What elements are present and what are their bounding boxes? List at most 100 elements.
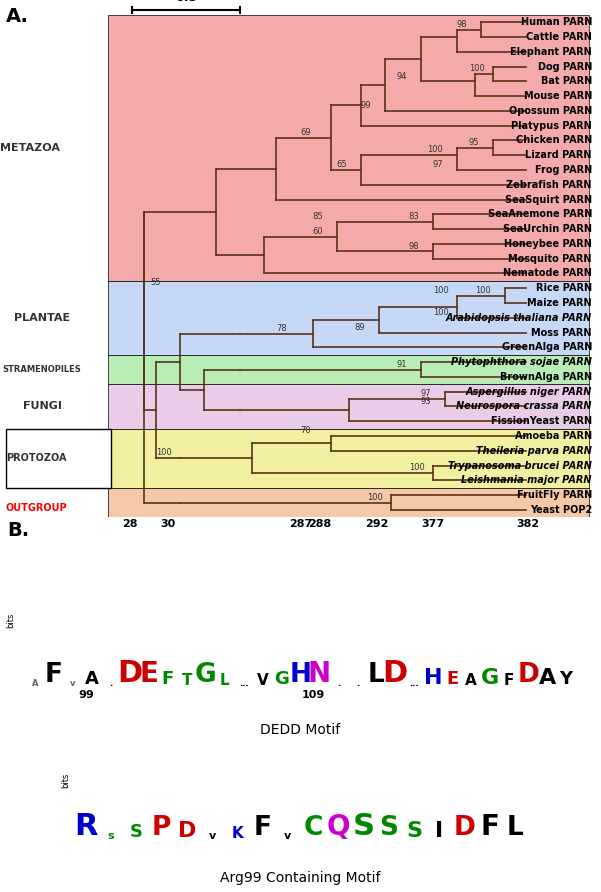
Text: F: F: [45, 662, 63, 689]
Text: Aspergillus niger PARN: Aspergillus niger PARN: [466, 387, 592, 397]
Text: 100: 100: [475, 286, 490, 295]
Text: B.: B.: [7, 521, 29, 541]
Text: D: D: [517, 662, 539, 689]
Text: 99: 99: [361, 101, 371, 110]
Text: Arg99 Containing Motif: Arg99 Containing Motif: [220, 871, 381, 886]
Text: 100: 100: [433, 308, 448, 317]
Text: OUTGROUP: OUTGROUP: [5, 503, 67, 514]
Text: 97: 97: [421, 390, 432, 399]
Text: S: S: [379, 814, 398, 840]
Text: 100: 100: [433, 286, 448, 295]
Text: 89: 89: [355, 323, 365, 332]
Text: Arabidopsis thaliana PARN: Arabidopsis thaliana PARN: [446, 313, 592, 323]
Text: D: D: [178, 821, 196, 840]
Text: GreenAlga PARN: GreenAlga PARN: [502, 343, 592, 352]
Text: STRAMENOPILES: STRAMENOPILES: [2, 365, 82, 374]
Text: Neurospora crassa PARN: Neurospora crassa PARN: [457, 401, 592, 411]
Text: F: F: [162, 670, 174, 689]
Text: 93: 93: [421, 397, 432, 406]
Text: G: G: [274, 670, 289, 689]
Text: V: V: [257, 673, 269, 689]
Text: S: S: [406, 821, 422, 840]
Text: Human PARN: Human PARN: [520, 17, 592, 27]
Text: 60: 60: [313, 227, 323, 235]
Text: PLANTAE: PLANTAE: [14, 313, 70, 323]
Text: N: N: [308, 660, 331, 689]
Text: BrownAlga PARN: BrownAlga PARN: [500, 372, 592, 382]
Text: Amoeba PARN: Amoeba PARN: [515, 431, 592, 441]
Text: v: v: [209, 830, 216, 840]
Text: D: D: [454, 814, 475, 840]
Text: Phytophthora sojae PARN: Phytophthora sojae PARN: [451, 357, 592, 368]
Text: Mouse PARN: Mouse PARN: [523, 91, 592, 101]
Text: S: S: [130, 822, 143, 840]
Text: 69: 69: [300, 128, 311, 136]
Text: Bat PARN: Bat PARN: [541, 77, 592, 87]
Text: 287: 287: [289, 519, 312, 529]
Text: A: A: [465, 673, 477, 689]
Text: 97: 97: [433, 161, 444, 169]
Text: P: P: [152, 814, 171, 840]
Text: H: H: [424, 668, 442, 689]
Text: 382: 382: [516, 519, 540, 529]
Text: ...: ...: [239, 679, 248, 689]
Text: PROTOZOA: PROTOZOA: [6, 453, 66, 463]
Text: I: I: [435, 821, 444, 840]
Text: .: .: [337, 679, 340, 689]
Text: FruitFly PARN: FruitFly PARN: [517, 491, 592, 500]
Text: Theileria parva PARN: Theileria parva PARN: [476, 446, 592, 456]
Text: SeaAnemone PARN: SeaAnemone PARN: [487, 210, 592, 219]
Text: 95: 95: [469, 138, 479, 147]
Text: Yeast POP2: Yeast POP2: [529, 505, 592, 515]
Text: L: L: [220, 673, 230, 689]
Text: METAZOA: METAZOA: [0, 143, 60, 153]
Text: FUNGI: FUNGI: [23, 401, 61, 411]
Text: 98: 98: [457, 20, 468, 29]
Text: bits: bits: [6, 612, 15, 628]
Text: L: L: [368, 662, 385, 689]
Text: Elephant PARN: Elephant PARN: [510, 46, 592, 57]
Text: 91: 91: [397, 359, 407, 368]
Bar: [6, 429, 111, 488]
Text: E: E: [446, 670, 459, 689]
Text: 78: 78: [276, 324, 287, 333]
Bar: [108, 281, 589, 355]
Text: SeaSquirt PARN: SeaSquirt PARN: [505, 194, 592, 204]
Text: DEDD Motif: DEDD Motif: [260, 723, 341, 737]
Text: D: D: [117, 659, 142, 689]
Bar: [108, 15, 589, 281]
Text: 30: 30: [160, 519, 175, 529]
Text: 100: 100: [156, 449, 172, 458]
Text: Platypus PARN: Platypus PARN: [511, 120, 592, 130]
Text: 70: 70: [300, 426, 311, 435]
Text: S: S: [353, 812, 374, 840]
Text: 100: 100: [367, 493, 382, 502]
Text: A: A: [32, 679, 38, 689]
Text: SeaUrchin PARN: SeaUrchin PARN: [503, 224, 592, 234]
Bar: [108, 429, 589, 488]
Text: Rice PARN: Rice PARN: [536, 284, 592, 293]
Text: 99: 99: [78, 690, 94, 700]
Text: Maize PARN: Maize PARN: [527, 298, 592, 308]
Text: 98: 98: [409, 242, 419, 251]
Text: Nematode PARN: Nematode PARN: [503, 268, 592, 278]
Text: A.: A.: [6, 7, 29, 27]
Text: 100: 100: [409, 463, 424, 472]
Text: 377: 377: [422, 519, 445, 529]
Text: F: F: [254, 814, 272, 840]
Text: 288: 288: [308, 519, 331, 529]
Text: Q: Q: [326, 813, 350, 840]
Text: 292: 292: [365, 519, 388, 529]
Text: G: G: [195, 662, 216, 689]
Bar: [108, 384, 589, 429]
Bar: [108, 355, 589, 384]
Text: v: v: [284, 830, 291, 840]
Text: .: .: [356, 679, 359, 689]
Text: Chicken PARN: Chicken PARN: [516, 136, 592, 145]
Text: FissionYeast PARN: FissionYeast PARN: [491, 417, 592, 426]
Text: bits: bits: [61, 772, 70, 789]
Text: Opossum PARN: Opossum PARN: [508, 106, 592, 116]
Text: Leishmania major PARN: Leishmania major PARN: [462, 475, 592, 485]
Text: Frog PARN: Frog PARN: [535, 165, 592, 175]
Text: s: s: [108, 830, 114, 840]
